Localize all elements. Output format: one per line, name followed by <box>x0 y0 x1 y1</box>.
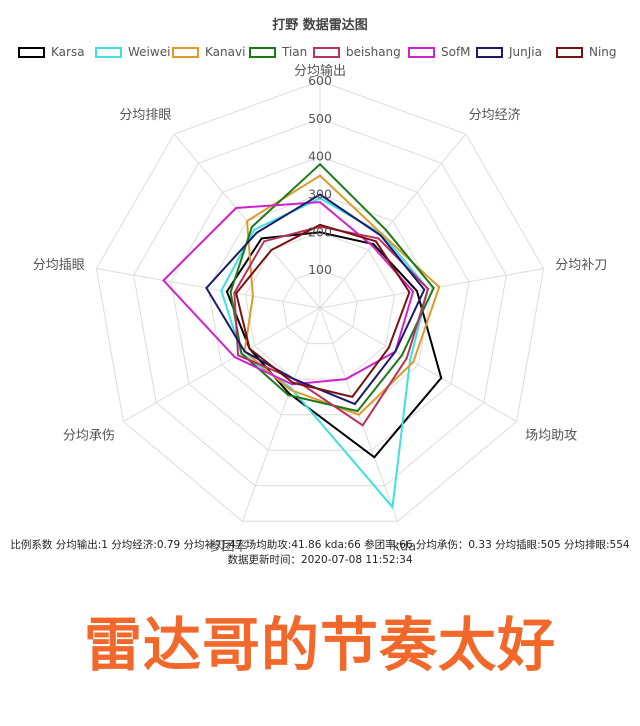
grid-ring <box>244 231 396 380</box>
legend-label: Tian <box>282 45 308 59</box>
legend-label: Kanavi <box>205 45 246 59</box>
legend-swatch <box>18 46 45 58</box>
grid-ring <box>133 118 507 487</box>
series-tian <box>229 162 435 413</box>
r-tick-label: 400 <box>308 149 332 164</box>
series-weiwei <box>220 197 430 510</box>
grid-spoke <box>241 307 321 522</box>
r-tick-label: 500 <box>308 111 332 126</box>
caption-text: 雷达哥的节奏太好 <box>83 611 556 679</box>
grid-spoke <box>123 307 321 422</box>
axis-label: 分均补刀 <box>555 258 607 273</box>
legend-swatch <box>556 46 583 58</box>
axis-label: 分均经济 <box>469 108 521 123</box>
axis-label: 分均输出 <box>294 63 346 79</box>
legend-swatch <box>249 46 276 58</box>
legend-label: SofM <box>441 45 471 59</box>
axis-label: 分均承伤 <box>63 429 115 444</box>
r-tick-label: 300 <box>308 187 332 202</box>
legend-item-junjia[interactable]: JunJia <box>476 42 542 62</box>
grid-ring <box>170 156 470 451</box>
grid-spoke <box>319 133 467 309</box>
legend-item-ning[interactable]: Ning <box>556 42 617 62</box>
axis-label: kda <box>393 540 417 555</box>
legend-swatch <box>172 46 199 58</box>
axis-label: 分均插眼 <box>33 258 85 273</box>
legend-item-weiwei[interactable]: Weiwei <box>95 42 170 62</box>
series-karsa <box>225 231 443 459</box>
legend-swatch <box>95 46 122 58</box>
axis-label: 场均助攻 <box>525 429 577 444</box>
r-tick-label: 200 <box>308 224 332 239</box>
legend-item-tian[interactable]: Tian <box>249 42 307 62</box>
axis-label: 分均排眼 <box>119 108 171 123</box>
update-time: 数据更新时间：2020-07-08 11:52:34 <box>227 554 413 566</box>
legend-item-beishang[interactable]: beishang <box>313 42 401 62</box>
series-sofm <box>162 201 415 386</box>
chart-title: 打野 数据雷达图 <box>272 18 368 33</box>
grid-spoke <box>319 307 517 422</box>
legend-swatch <box>313 46 340 58</box>
legend: Karsa Weiwei Kanavi Tian beishang SofM JunJia N… <box>0 42 640 62</box>
r-tick-label: 600 <box>308 73 332 88</box>
grid-ring <box>95 80 545 522</box>
legend-swatch <box>476 46 503 58</box>
legend-label: beishang <box>346 45 401 59</box>
legend-item-kanavi[interactable]: Kanavi <box>172 42 245 62</box>
series-ning <box>235 223 411 399</box>
legend-swatch <box>408 46 435 58</box>
legend-item-karsa[interactable]: Karsa <box>18 42 85 62</box>
legend-label: JunJia <box>509 45 542 59</box>
legend-label: Ning <box>589 45 617 59</box>
grid-ring <box>207 193 433 416</box>
legend-label: Weiwei <box>128 45 171 59</box>
grid-spoke <box>319 268 544 309</box>
grid-spoke <box>96 268 321 309</box>
grid-ring <box>282 269 358 345</box>
axis-label: 参团率 <box>208 539 247 555</box>
coefficient-note: 比例系数 分均输出:1 分均经济:0.79 分均补刀:47 场均助攻:41.86… <box>10 539 630 551</box>
r-tick-label: 100 <box>308 262 332 277</box>
series-junjia <box>205 193 426 406</box>
legend-label: Karsa <box>51 45 85 59</box>
legend-item-sofm[interactable]: SofM <box>408 42 471 62</box>
